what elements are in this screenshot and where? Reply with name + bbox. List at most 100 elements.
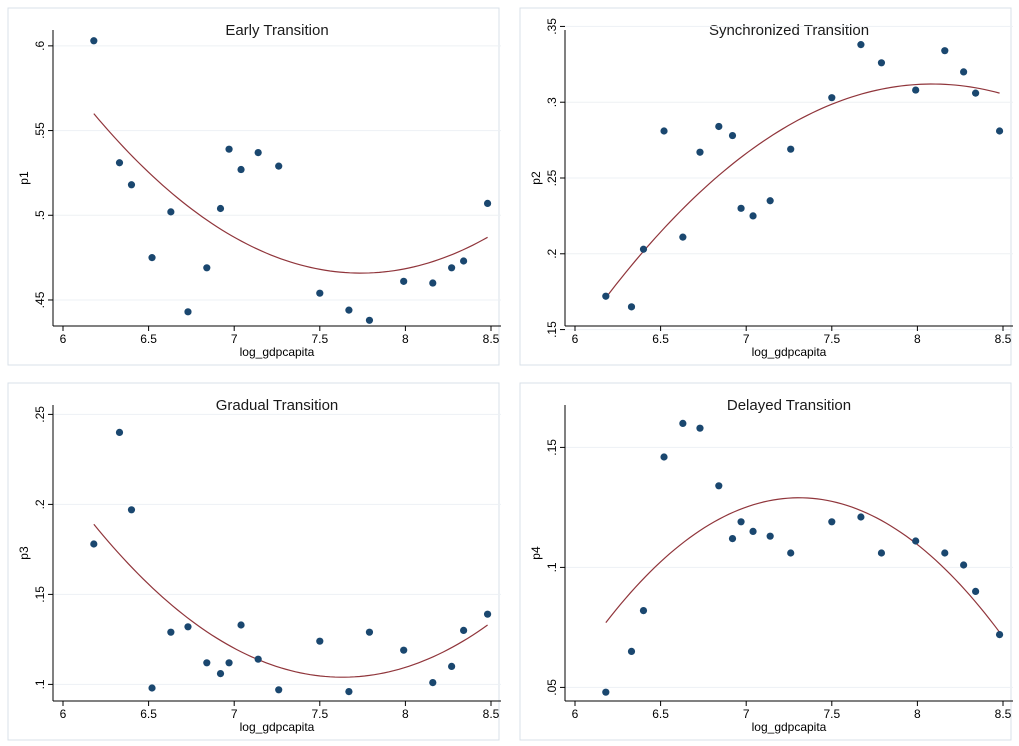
x-tick-label: 8 [402,707,409,721]
data-point [627,647,636,655]
panel-frame [519,382,1012,741]
data-point [766,197,774,205]
fitted-curve [605,497,1001,633]
chart-title: Delayed Transition [727,397,851,414]
y-tick-label: .25 [33,406,47,423]
data-point [696,424,704,432]
data-point [254,655,262,663]
y-axis-label: p3 [17,546,31,560]
data-point [115,159,124,167]
data-point [316,289,324,297]
chart-panel-early: Early Transition 6 6.5 7 7.5 8 8.5 .45 .5 .55 .6 lo… [0,0,507,371]
data-point [766,532,774,540]
data-point [127,181,136,189]
data-point [912,537,920,545]
data-point [203,659,211,667]
y-tick-label: .2 [33,499,47,509]
data-point [225,659,233,667]
x-tick-label: 7 [231,332,238,346]
chart-panel-gradual: Gradual Transition 6 6.5 7 7.5 8 8.5 .1 .15 .2 .25… [0,375,507,746]
data-point [448,264,456,272]
data-point [365,628,374,636]
x-tick-label: 6.5 [652,332,669,346]
x-tick-label: 7 [231,707,238,721]
panel-frame [519,7,1012,366]
panel-frame [7,382,500,741]
x-axis-label: log_gdpcapita [240,345,315,359]
y-tick-label: .1 [545,562,559,572]
fitted-curve [93,113,488,274]
data-point [679,233,687,241]
x-tick-label: 6 [60,332,67,346]
data-point [857,41,865,49]
data-point [345,306,353,314]
data-point [877,59,886,67]
x-tick-label: 8 [402,332,409,346]
data-point [728,131,737,140]
x-tick-label: 7.5 [823,332,840,346]
data-point [639,607,648,615]
x-tick-label: 8.5 [995,707,1012,721]
data-point [828,518,836,526]
data-point [148,684,156,692]
data-point [429,679,437,687]
x-tick-label: 6.5 [140,707,157,721]
data-point [254,148,262,157]
data-point [275,686,283,694]
chart-title: Gradual Transition [216,397,339,414]
data-point [167,628,175,636]
y-tick-label: .2 [545,248,559,258]
chart-title: Early Transition [225,22,328,39]
data-point [345,688,353,696]
data-point [941,549,949,557]
y-tick-label: .1 [33,679,47,689]
data-point [429,279,437,287]
data-point [660,453,668,461]
data-point [90,37,98,45]
x-tick-label: 6.5 [652,707,669,721]
scatter-plot: Delayed Transition 6 6.5 7 7.5 8 8.5 .05 .1 .15 lo… [519,382,1013,741]
y-tick-label: .45 [33,291,47,308]
data-point [275,162,283,170]
data-point [696,148,704,156]
data-point [679,419,687,427]
panel-frame [7,7,500,366]
data-point [749,527,757,535]
x-tick-label: 6 [60,707,67,721]
data-point [483,610,492,618]
data-point [184,623,192,631]
data-point [365,316,374,324]
data-point [483,199,492,208]
x-tick-label: 7.5 [311,707,328,721]
y-tick-label: .3 [545,97,559,107]
data-point [400,277,408,285]
data-point [460,626,468,634]
x-axis-label: log_gdpcapita [752,720,827,734]
data-point [715,482,723,490]
fitted-curve [93,523,488,678]
data-point [184,308,192,316]
data-point [167,208,175,216]
data-point [127,506,136,514]
data-point [602,688,610,696]
y-tick-label: .55 [33,122,47,139]
data-point [639,245,648,253]
data-point [237,621,245,629]
data-point [216,204,225,213]
y-axis-label: p4 [529,546,543,560]
x-tick-label: 7 [743,707,750,721]
x-tick-label: 7.5 [823,707,840,721]
data-point [877,549,886,557]
data-point [148,254,156,262]
data-point [737,518,745,526]
y-tick-label: .5 [33,210,47,220]
y-tick-label: .05 [545,679,559,696]
scatter-plot: Gradual Transition 6 6.5 7 7.5 8 8.5 .1 .15 .2 .25… [7,382,501,741]
data-point [787,145,795,153]
x-tick-label: 6.5 [140,332,157,346]
data-point [787,549,795,557]
x-tick-label: 6 [572,707,579,721]
data-point [737,204,745,212]
x-tick-label: 7 [743,332,750,346]
y-tick-label: .15 [33,586,47,603]
